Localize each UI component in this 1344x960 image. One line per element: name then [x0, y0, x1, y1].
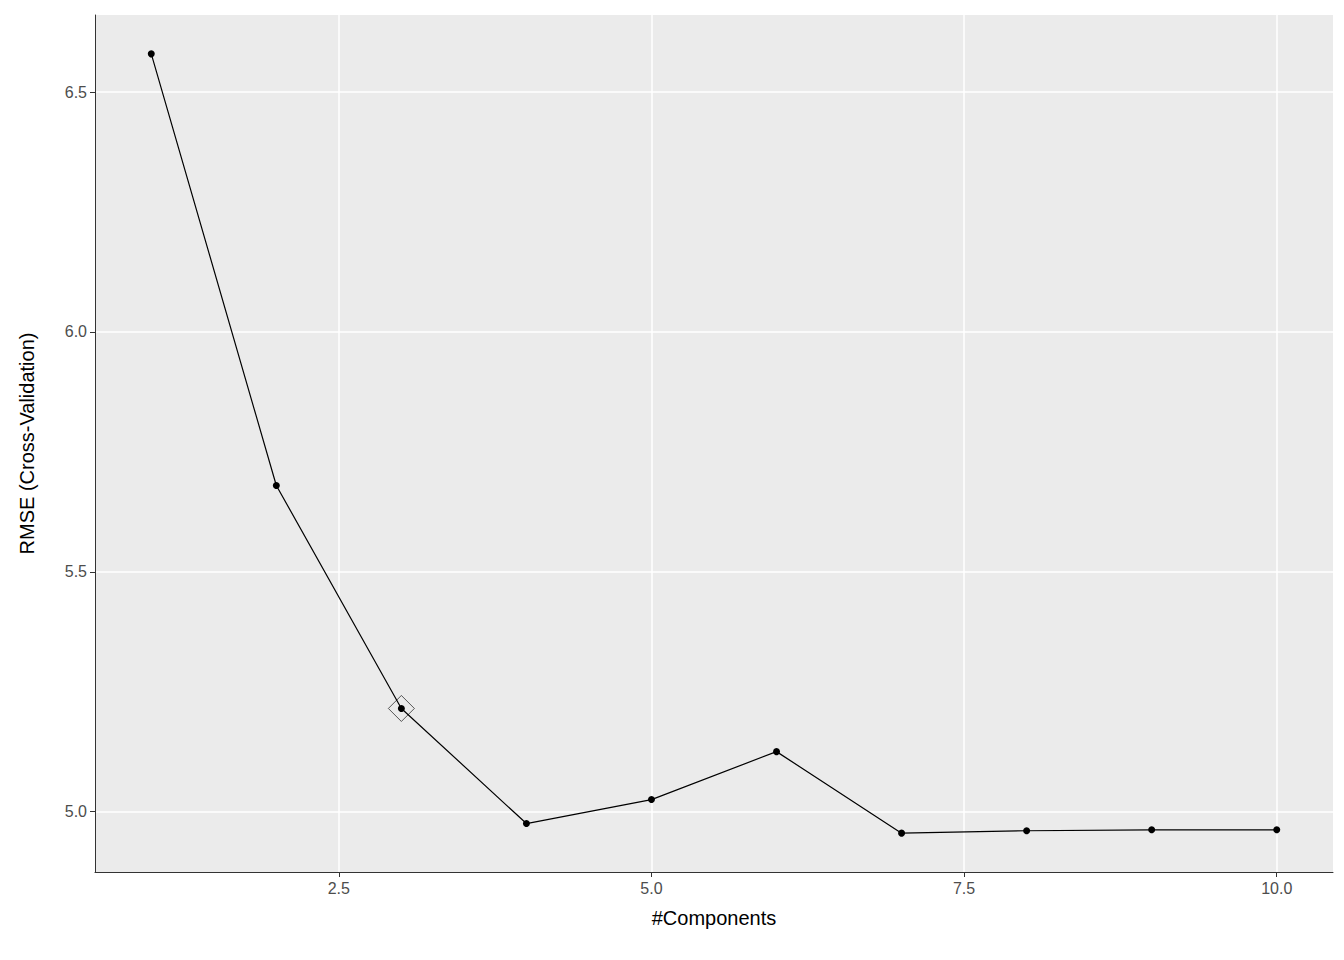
- svg-text:5.0: 5.0: [65, 803, 87, 820]
- svg-text:10.0: 10.0: [1261, 880, 1292, 897]
- svg-text:6.5: 6.5: [65, 84, 87, 101]
- svg-text:7.5: 7.5: [953, 880, 975, 897]
- svg-text:5.5: 5.5: [65, 563, 87, 580]
- svg-text:6.0: 6.0: [65, 323, 87, 340]
- svg-text:2.5: 2.5: [328, 880, 350, 897]
- svg-text:RMSE (Cross-Validation): RMSE (Cross-Validation): [16, 333, 38, 555]
- svg-text:5.0: 5.0: [640, 880, 662, 897]
- svg-text:#Components: #Components: [652, 907, 777, 929]
